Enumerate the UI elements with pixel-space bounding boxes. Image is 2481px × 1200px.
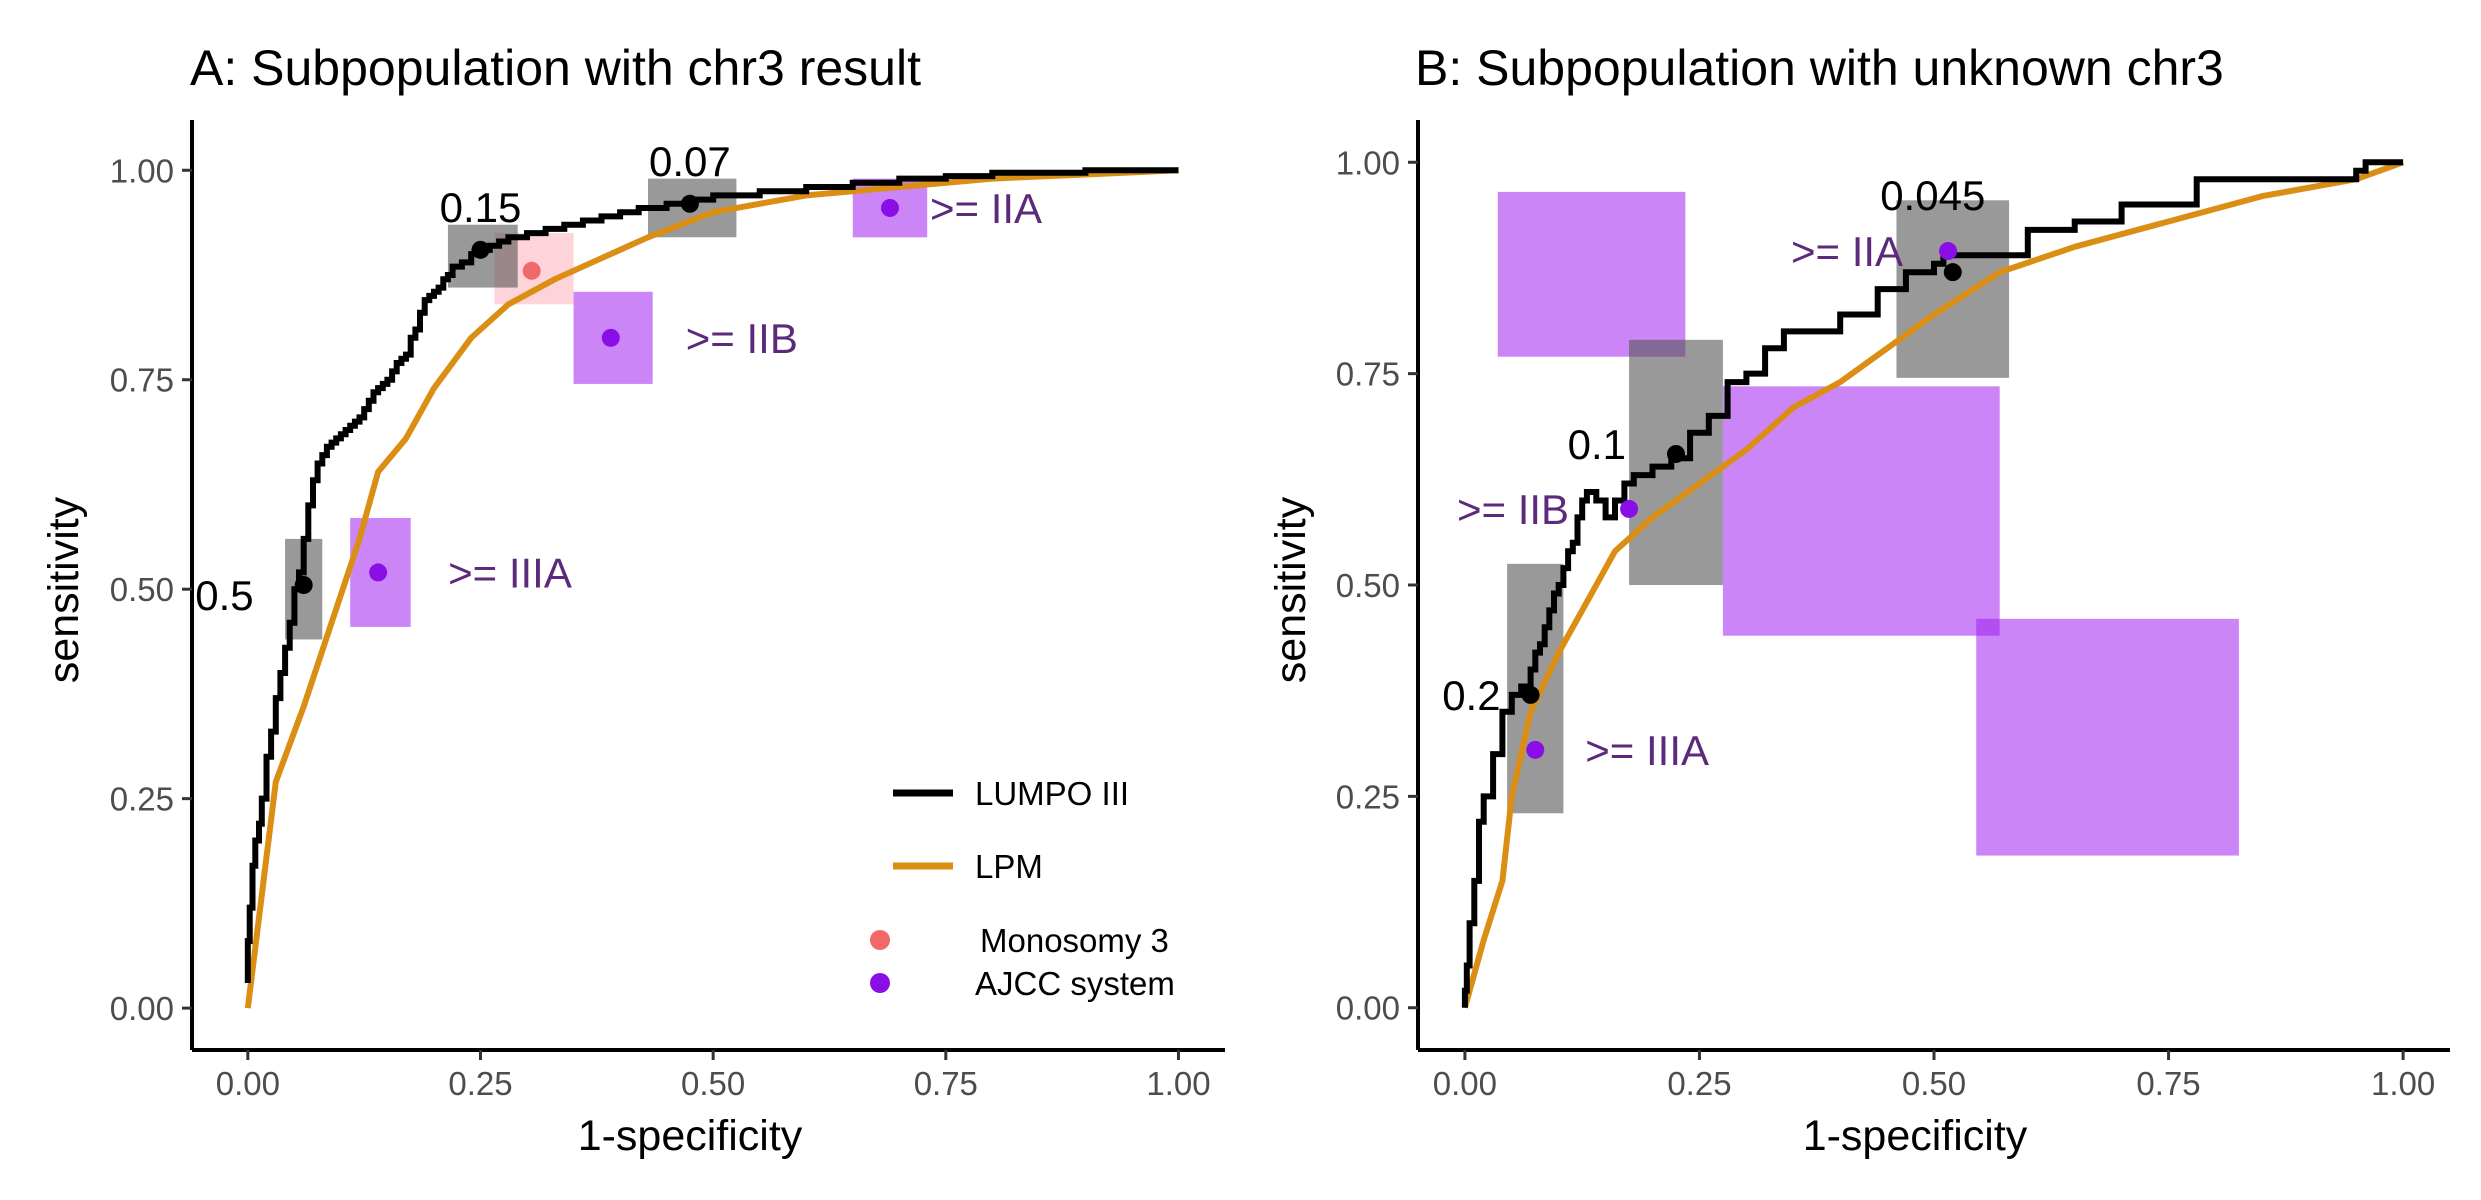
x-tick-label: 1.00 [1146, 1065, 1210, 1102]
panel-b: B: Subpopulation with unknown chr3 0.20.… [1267, 40, 2450, 1160]
threshold-label-1: 0.2 [1442, 672, 1500, 719]
ajcc-label-2: >= IIB [1457, 486, 1569, 533]
threshold-point-2 [471, 240, 490, 259]
x-tick-label: 1.00 [2371, 1065, 2435, 1102]
y-tick-label: 1.00 [110, 152, 174, 189]
threshold-point-1 [1521, 685, 1540, 704]
legend-lumpo-label: LUMPO III [975, 775, 1129, 812]
panel-b-boxes [1497, 191, 2239, 856]
series-lpm-line [244, 167, 1179, 1009]
ajcc-point-3 [369, 563, 388, 582]
threshold-point-1 [294, 576, 313, 594]
ajcc-point-3 [1526, 740, 1545, 759]
threshold-box-3 [1896, 200, 2010, 378]
panel-a-title: A: Subpopulation with chr3 result [190, 40, 921, 96]
x-tick-label: 0.50 [1902, 1065, 1966, 1102]
monosomy3-point [522, 261, 541, 280]
ajcc-label-3: >= IIIA [1585, 727, 1709, 774]
panel-b-lines [1461, 159, 2405, 1009]
ajcc-box-2 [1722, 386, 2000, 636]
threshold-label-2: 0.1 [1568, 421, 1626, 468]
panel-a-labels: 0.5 0.15 0.07 >= IIA >= IIB >= IIIA [195, 138, 1042, 619]
threshold-label-2: 0.15 [440, 184, 522, 231]
y-tick-label: 0.25 [1336, 778, 1400, 815]
ajcc-box-3 [1976, 618, 2239, 856]
panel-a-lines [244, 167, 1179, 1009]
panel-b-ylabel: sensitivity [1267, 496, 1315, 683]
series-lumpo-line [1461, 159, 2404, 1008]
legend: LUMPO III LPM Monosomy 3 AJCC system [870, 775, 1175, 1002]
threshold-point-3 [1943, 263, 1962, 282]
series-lpm-line [1462, 159, 2405, 1009]
x-tick-label: 0.75 [914, 1065, 978, 1102]
panel-a-ylabel: sensitivity [40, 496, 88, 683]
ajcc-point-2 [1620, 499, 1639, 518]
ajcc-label-1: >= IIA [1791, 228, 1903, 275]
panel-b-points [1521, 242, 1962, 759]
ajcc-point-2 [601, 328, 620, 347]
threshold-point-2 [1667, 444, 1685, 463]
x-tick-label: 0.25 [448, 1065, 512, 1102]
y-tick-label: 0.00 [1336, 990, 1400, 1027]
y-tick-label: 0.25 [110, 781, 174, 818]
panel-b-xlabel: 1-specificity [1803, 1112, 2028, 1160]
y-tick-label: 0.75 [110, 362, 174, 399]
panel-a: A: Subpopulation with chr3 result 0.5 0.1… [40, 40, 1225, 1160]
ajcc-label-1: >= IIA [930, 185, 1042, 232]
panel-a-points [294, 194, 899, 594]
y-tick-label: 0.00 [110, 990, 174, 1027]
panel-b-labels: 0.2 0.1 0.045 >= IIA >= IIB >= IIIA [1442, 172, 1985, 774]
panel-a-axes: 0.00 0.25 0.50 0.75 1.00 0.00 0.25 0.50 0.75 1.00 [110, 120, 1225, 1102]
legend-monosomy-swatch [870, 930, 890, 950]
y-tick-label: 0.50 [110, 571, 174, 608]
threshold-point-3 [680, 194, 699, 213]
panel-a-xlabel: 1-specificity [578, 1112, 803, 1160]
x-tick-label: 0.50 [681, 1065, 745, 1102]
x-tick-label: 0.75 [2136, 1065, 2200, 1102]
legend-ajcc-label: AJCC system [975, 965, 1175, 1002]
series-lumpo-line [244, 167, 1179, 983]
ajcc-point-1 [1939, 242, 1958, 261]
x-tick-label: 0.00 [216, 1065, 280, 1102]
y-tick-label: 0.75 [1336, 356, 1400, 393]
ajcc-box-1 [1497, 191, 1686, 357]
ajcc-point-1 [880, 198, 899, 217]
y-tick-label: 1.00 [1336, 144, 1400, 181]
legend-monosomy-label: Monosomy 3 [980, 922, 1169, 959]
ajcc-label-2: >= IIB [686, 315, 798, 362]
legend-lpm-label: LPM [975, 848, 1043, 885]
threshold-label-3: 0.07 [649, 138, 731, 185]
legend-ajcc-swatch [870, 973, 890, 993]
ajcc-label-3: >= IIIA [448, 549, 572, 596]
panel-b-axes: 0.00 0.25 0.50 0.75 1.00 0.00 0.25 0.50 0.75 1.00 [1336, 120, 2450, 1102]
threshold-label-3: 0.045 [1880, 172, 1985, 219]
x-tick-label: 0.00 [1433, 1065, 1497, 1102]
x-tick-label: 0.25 [1667, 1065, 1731, 1102]
panel-b-title: B: Subpopulation with unknown chr3 [1415, 40, 2224, 96]
y-tick-label: 0.50 [1336, 567, 1400, 604]
threshold-label-1: 0.5 [195, 572, 253, 619]
